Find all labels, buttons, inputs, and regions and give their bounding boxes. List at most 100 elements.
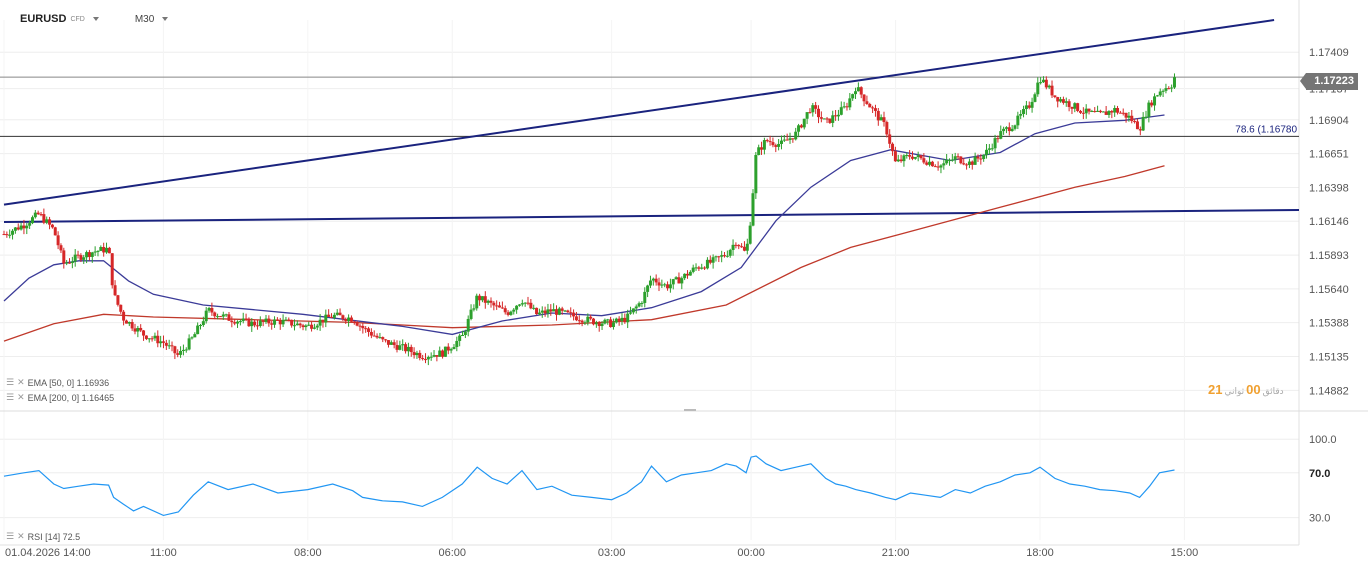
candle-up [292,325,296,327]
candle-up [620,317,624,321]
timeframe-selector[interactable]: M30 [134,13,155,25]
settings-icon[interactable]: ☰ [6,392,15,402]
chart-toolbar: EURUSD CFD M30 [20,10,169,28]
pane-resize-handle[interactable] [684,409,696,411]
candle-up [1013,125,1017,129]
candle-up [552,309,556,312]
candle-up [264,318,268,322]
candle-down [344,319,348,321]
candle-up [273,319,277,325]
candle-down [1118,112,1122,114]
candle-down [441,350,445,357]
candle-down [717,256,721,258]
candle-up [25,225,29,229]
candle-down [535,307,539,315]
candle-down [1081,112,1085,114]
ema50-line [3,114,1165,336]
timeframe-dropdown-icon[interactable] [162,17,169,21]
candle-up [540,310,544,313]
candle-up [1047,85,1051,88]
settings-icon[interactable]: ☰ [6,531,15,541]
candle-down [1124,112,1128,118]
candle-down [970,161,974,165]
candle-down [409,346,413,353]
candle-down [677,277,681,284]
candle-up [1073,103,1077,109]
candle-up [452,347,456,350]
candle-up [187,338,191,350]
candle-up [629,312,633,314]
candle-up [82,257,86,260]
candle-up [700,267,704,269]
candle-up [947,159,951,161]
ema200-label: EMA [200, 0] 1.16465 [27,392,115,403]
candle-down [1087,108,1091,112]
candle-up [449,349,453,351]
support-trendline[interactable] [3,208,1300,224]
candle-up [668,284,672,289]
candle-up [600,323,604,327]
candle-down [156,335,160,344]
candle-down [882,117,886,123]
candle-down [369,331,373,336]
candle-up [33,212,37,218]
candle-up [802,118,806,128]
candle-up [999,131,1003,139]
candle-up [990,148,994,150]
candle-up [705,259,709,269]
candle-down [506,312,510,315]
candle-down [367,328,371,332]
candle-down [956,156,960,158]
candle-down [737,245,741,247]
candle-up [537,312,541,315]
candle-up [1172,77,1176,88]
candle-up [196,325,200,335]
upper-trendline[interactable] [3,19,1275,206]
candle-down [110,253,114,286]
symbol-dropdown-icon[interactable] [92,17,99,21]
candle-down [876,110,880,121]
candle-down [791,138,795,140]
candle-up [982,154,986,160]
candle-up [455,340,459,348]
candle-down [227,314,231,321]
candle-up [1155,95,1159,97]
close-icon[interactable]: ✕ [17,377,25,387]
candle-down [255,325,259,327]
candle-up [794,131,798,140]
candle-up [415,352,419,356]
candle-down [361,325,365,329]
candle-up [401,344,405,346]
candle-up [93,251,97,253]
candle-up [304,325,308,328]
settings-icon[interactable]: ☰ [6,377,15,387]
candle-up [603,319,607,324]
candle-up [939,165,943,168]
candle-up [694,267,698,269]
candle-up [611,322,615,328]
candle-down [478,295,482,301]
candle-down [825,118,829,120]
close-icon[interactable]: ✕ [17,531,25,541]
candle-up [318,319,322,326]
candle-up [147,338,151,340]
close-icon[interactable]: ✕ [17,392,25,402]
countdown-minutes-label: دقائق [1262,386,1284,396]
candle-up [751,193,755,226]
candle-up [96,250,100,252]
candle-down [566,310,570,313]
candle-down [572,312,576,317]
candle-up [389,342,393,345]
candle-down [230,320,234,323]
candle-down [834,115,838,117]
candle-up [856,87,860,92]
time-tick-label: 11:00 [150,547,177,559]
candle-down [364,328,368,330]
candle-down [173,346,177,354]
symbol-name[interactable]: EURUSD [20,13,67,25]
rsi-tick-label: 100.0 [1309,434,1337,446]
candle-up [594,322,598,325]
candle-down [39,214,43,216]
candle-down [760,147,764,150]
